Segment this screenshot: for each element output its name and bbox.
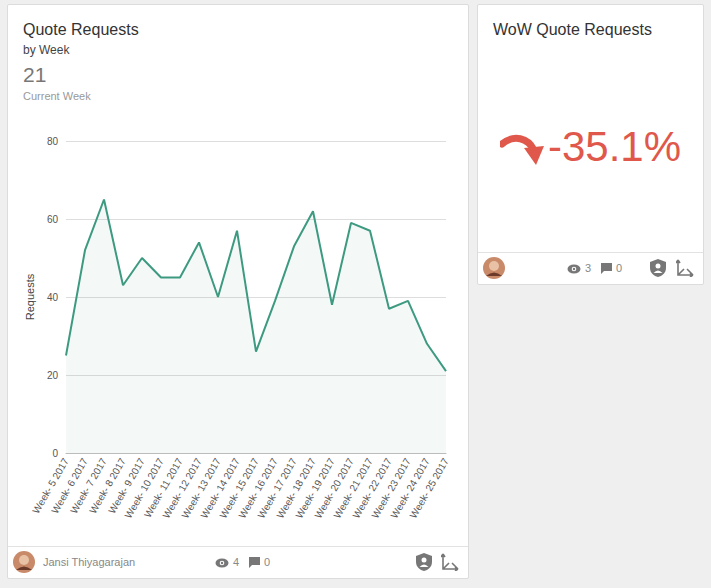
html-text:by Week: by Week [23,43,70,57]
svg-text:Week- 12 2017: Week- 12 2017 [160,456,204,521]
html-text:Jansi Thiyagarajan: Jansi Thiyagarajan [43,556,136,568]
svg-text:Week- 24 2017: Week- 24 2017 [388,456,432,521]
svg-text:Week- 8 2017: Week- 8 2017 [87,456,128,516]
svg-text:Week- 22 2017: Week- 22 2017 [350,456,394,521]
html-text:4: 4 [233,556,240,568]
svg-text:40: 40 [47,292,59,303]
svg-text:Week- 9 2017: Week- 9 2017 [106,456,147,516]
svg-text:Week- 15 2017: Week- 15 2017 [217,456,261,521]
svg-text:Week- 18 2017: Week- 18 2017 [274,456,318,521]
svg-text:Week- 21 2017: Week- 21 2017 [331,456,375,521]
html-text:Quote Requests: Quote Requests [23,21,139,38]
svg-text:Week- 25 2017: Week- 25 2017 [407,456,451,520]
svg-text:Week- 11 2017: Week- 11 2017 [141,456,185,520]
svg-text:Week- 17 2017: Week- 17 2017 [255,456,299,521]
svg-text:Week- 5 2017: Week- 5 2017 [30,456,71,516]
svg-text:80: 80 [47,136,59,147]
html-text:0: 0 [616,262,623,274]
svg-text:Week- 23 2017: Week- 23 2017 [369,456,413,521]
html-text:WoW Quote Requests: WoW Quote Requests [493,21,652,38]
svg-text:Week- 7 2017: Week- 7 2017 [68,456,109,516]
svg-text:Week- 19 2017: Week- 19 2017 [293,456,337,521]
svg-text:20: 20 [47,370,59,381]
svg-text:0: 0 [52,448,58,459]
svg-text:Week- 13 2017: Week- 13 2017 [179,456,223,521]
svg-text:60: 60 [47,214,59,225]
svg-text:Week- 6 2017: Week- 6 2017 [49,456,90,516]
html-text:0: 0 [264,556,271,568]
svg-text:Requests: Requests [24,273,36,320]
svg-text:Week- 20 2017: Week- 20 2017 [312,456,356,521]
svg-text:Week- 16 2017: Week- 16 2017 [236,456,280,521]
svg-text:Week- 10 2017: Week- 10 2017 [122,456,166,521]
html-text:Current Week: Current Week [23,90,91,102]
html-text:21: 21 [23,63,47,86]
html-text:3: 3 [585,262,592,274]
svg-text:Week- 14 2017: Week- 14 2017 [198,456,242,521]
html-text:-35.1%: -35.1% [548,123,681,170]
